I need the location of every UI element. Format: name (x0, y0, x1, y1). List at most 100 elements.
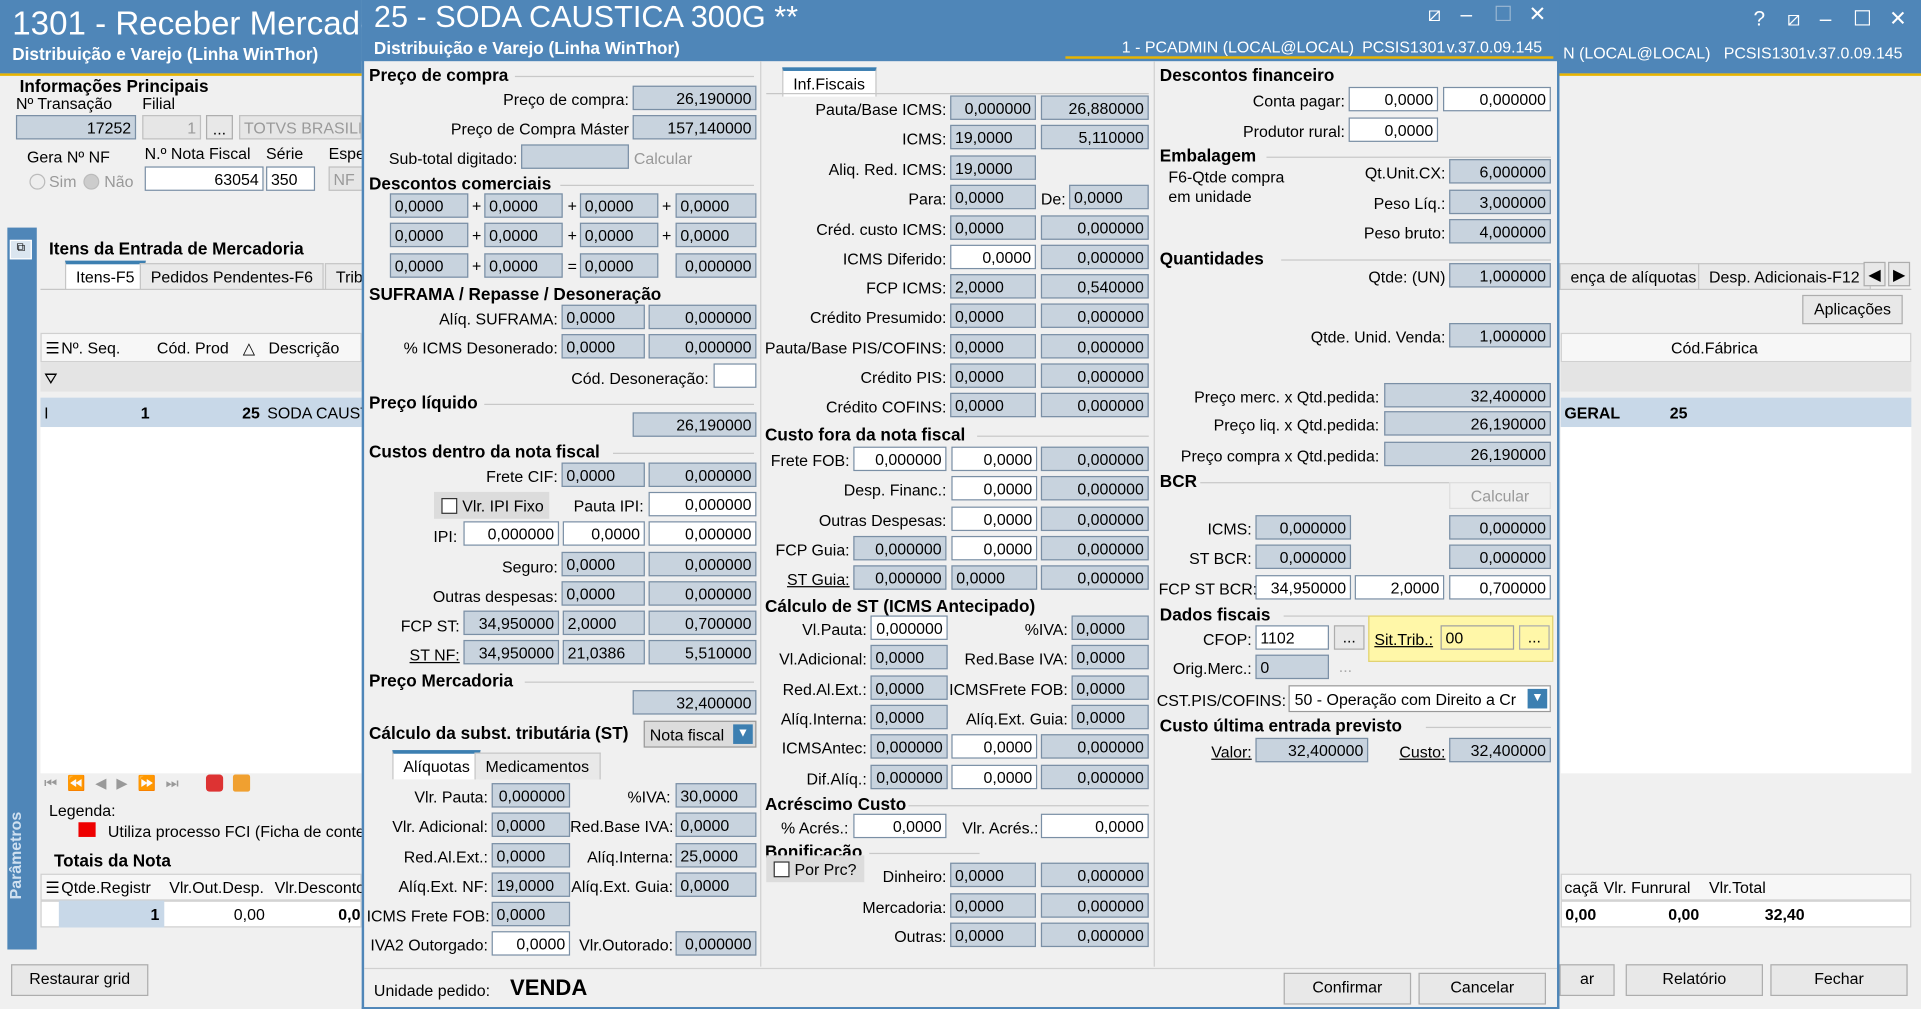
ipi-field-2[interactable]: 0,0000 (562, 521, 645, 546)
outras-despesas-fora-field[interactable]: 0,0000 (951, 506, 1038, 532)
fcp-guia-field-3[interactable]: 0,000000 (1040, 535, 1149, 561)
valor-link[interactable]: Valor: (1211, 742, 1252, 762)
dialog-minimize-icon[interactable]: – (1460, 2, 1473, 26)
desconto-1-3[interactable]: 0,0000 (579, 193, 659, 218)
tab-pedidos-pendentes[interactable]: Pedidos Pendentes-F6 (139, 263, 324, 290)
preco-master-field[interactable]: 157,140000 (632, 115, 757, 140)
st-nf-field-1[interactable]: 34,950000 (463, 639, 560, 665)
vlr-outorado-field[interactable]: 0,000000 (675, 931, 757, 956)
desp-financ-value[interactable]: 0,000000 (1040, 475, 1149, 501)
icms-antec-field-2[interactable]: 0,0000 (951, 734, 1038, 759)
ipi-field-3[interactable]: 0,000000 (648, 521, 757, 546)
fcp-st-bcr-field-1[interactable]: 34,950000 (1255, 575, 1352, 600)
red-base-iva-field[interactable]: 0,0000 (675, 812, 757, 837)
frete-cif-value[interactable]: 0,000000 (648, 462, 757, 487)
icms-desonerado-value[interactable]: 0,000000 (648, 334, 757, 359)
red-al-ext-field[interactable]: 0,0000 (491, 843, 571, 868)
fcp-st-bcr-field-3[interactable]: 0,700000 (1449, 575, 1551, 600)
conta-pagar-value[interactable]: 0,000000 (1443, 86, 1551, 112)
preco-merc-qtd-field[interactable]: 32,400000 (1384, 382, 1551, 408)
icms-red-al-field[interactable]: 0,0000 (870, 675, 948, 700)
filial-lookup-button[interactable]: ... (205, 115, 233, 140)
aliq-suframa-field[interactable]: 0,0000 (561, 304, 645, 330)
nao-radio[interactable] (83, 173, 100, 190)
pauta-ipi-field[interactable]: 0,000000 (648, 491, 757, 517)
dif-aliq-field-2[interactable]: 0,0000 (951, 764, 1038, 790)
tab-despesas-adicionais[interactable]: Desp. Adicionais-F12 (1698, 263, 1871, 290)
st-guia-link[interactable]: ST Guia: (787, 570, 850, 589)
maximize-icon[interactable]: ☐ (1852, 7, 1872, 31)
sit-trib-lookup-button[interactable]: ... (1519, 625, 1550, 650)
restore-small-icon[interactable]: ⧄ (1787, 7, 1801, 31)
icms-red-base-field[interactable]: 0,0000 (1071, 644, 1149, 670)
vl-pauta-field[interactable]: 0,000000 (870, 615, 948, 640)
desconto-2-4[interactable]: 0,0000 (675, 222, 757, 248)
st-iva-field[interactable]: 30,0000 (675, 783, 757, 808)
peso-liq-field[interactable]: 3,000000 (1449, 189, 1551, 215)
credito-cofins-field[interactable]: 0,0000 (950, 392, 1036, 418)
para-field[interactable]: 0,0000 (950, 184, 1036, 210)
chevron-down-icon[interactable]: ▼ (733, 724, 753, 744)
calc-st-select[interactable]: Nota fiscal ▼ (643, 720, 757, 748)
filter-row[interactable] (40, 362, 362, 392)
col-cod-fabrica[interactable]: Cód.Fábrica (1671, 338, 1758, 358)
restaurar-grid-button[interactable]: Restaurar grid (11, 964, 149, 997)
outras-despesas-value[interactable]: 0,000000 (648, 581, 757, 606)
mercadoria-field[interactable]: 0,0000 (950, 893, 1036, 918)
icms-frete-field[interactable]: 0,0000 (1071, 675, 1149, 700)
vlr-adicional-field[interactable]: 0,0000 (491, 812, 571, 837)
tab-diferenca-aliquotas[interactable]: ença de alíquotas (1559, 263, 1708, 290)
tab-scroll-left-icon[interactable]: ◀ (1863, 261, 1886, 287)
ipi-field-1[interactable]: 0,000000 (463, 521, 560, 546)
cancelar-button[interactable]: Cancelar (1418, 972, 1546, 1005)
desconto-3-1[interactable]: 0,0000 (389, 253, 469, 278)
pauta-base-icms-field[interactable]: 0,000000 (950, 95, 1036, 120)
filter-row-right[interactable] (1560, 362, 1912, 392)
desconto-total[interactable]: 0,000000 (675, 253, 757, 278)
st-nf-field-3[interactable]: 5,510000 (648, 639, 757, 665)
custo-field[interactable]: 32,400000 (1449, 737, 1551, 763)
desconto-1-1[interactable]: 0,0000 (389, 193, 469, 218)
preco-liq-qtd-field[interactable]: 26,190000 (1384, 411, 1551, 436)
acres-vlr-field[interactable]: 0,0000 (1040, 813, 1149, 839)
icms-antec-field-3[interactable]: 0,000000 (1040, 734, 1149, 759)
fcp-st-field-2[interactable]: 2,0000 (562, 610, 645, 636)
icms-iva-field[interactable]: 0,0000 (1071, 615, 1149, 640)
filter-icon[interactable]: ⛛ (44, 369, 58, 388)
icms-aliq-interna-field[interactable]: 0,0000 (870, 704, 948, 730)
desconto-1-4[interactable]: 0,0000 (675, 193, 757, 218)
especie-field[interactable]: NF (328, 166, 363, 191)
custo-link[interactable]: Custo: (1399, 742, 1446, 762)
cred-custo-icms-value[interactable]: 0,000000 (1040, 215, 1149, 240)
fcp-st-field-1[interactable]: 34,950000 (463, 610, 560, 636)
filial-field[interactable]: 1 (142, 115, 202, 140)
credito-presumido-field[interactable]: 0,0000 (950, 303, 1036, 328)
grid-navigator[interactable]: ⏮⏪◀▶⏩⏭ (44, 774, 189, 792)
sim-radio[interactable] (29, 173, 46, 190)
sit-trib-field[interactable]: 00 (1440, 625, 1515, 650)
frete-fob-field-3[interactable]: 0,000000 (1040, 446, 1149, 472)
icms-frete-fob-field[interactable]: 0,0000 (491, 901, 571, 927)
sit-trib-link[interactable]: Sit.Trib.: (1374, 630, 1434, 649)
fcp-guia-field-1[interactable]: 0,000000 (853, 535, 947, 561)
icms-desonerado-field[interactable]: 0,0000 (561, 334, 645, 359)
st-guia-field-1[interactable]: 0,000000 (853, 565, 947, 590)
parametros-panel[interactable] (7, 227, 37, 950)
preco-compra-qtd-field[interactable]: 26,190000 (1384, 441, 1551, 467)
icms-diferido-value[interactable]: 0,000000 (1040, 244, 1149, 270)
icms-aliq-guia-field[interactable]: 0,0000 (1071, 704, 1149, 730)
vl-adicional-field[interactable]: 0,0000 (870, 644, 948, 670)
bcr-icms-field[interactable]: 0,000000 (1255, 515, 1352, 540)
conta-pagar-field[interactable]: 0,0000 (1348, 86, 1439, 112)
desconto-2-3[interactable]: 0,0000 (579, 222, 659, 248)
chevron-down-icon[interactable]: ▼ (1527, 688, 1548, 709)
fcp-icms-value[interactable]: 0,540000 (1040, 274, 1149, 299)
fcp-st-field-3[interactable]: 0,700000 (648, 610, 757, 636)
minimize-icon[interactable]: – (1819, 7, 1832, 31)
preco-compra-field[interactable]: 26,190000 (632, 85, 757, 111)
frete-cif-field[interactable]: 0,0000 (561, 462, 645, 487)
filter-clear-icon[interactable] (232, 774, 251, 792)
credito-presumido-value[interactable]: 0,000000 (1040, 303, 1149, 328)
bcr-icms-value[interactable]: 0,000000 (1449, 515, 1551, 540)
valor-field[interactable]: 32,400000 (1255, 737, 1369, 763)
